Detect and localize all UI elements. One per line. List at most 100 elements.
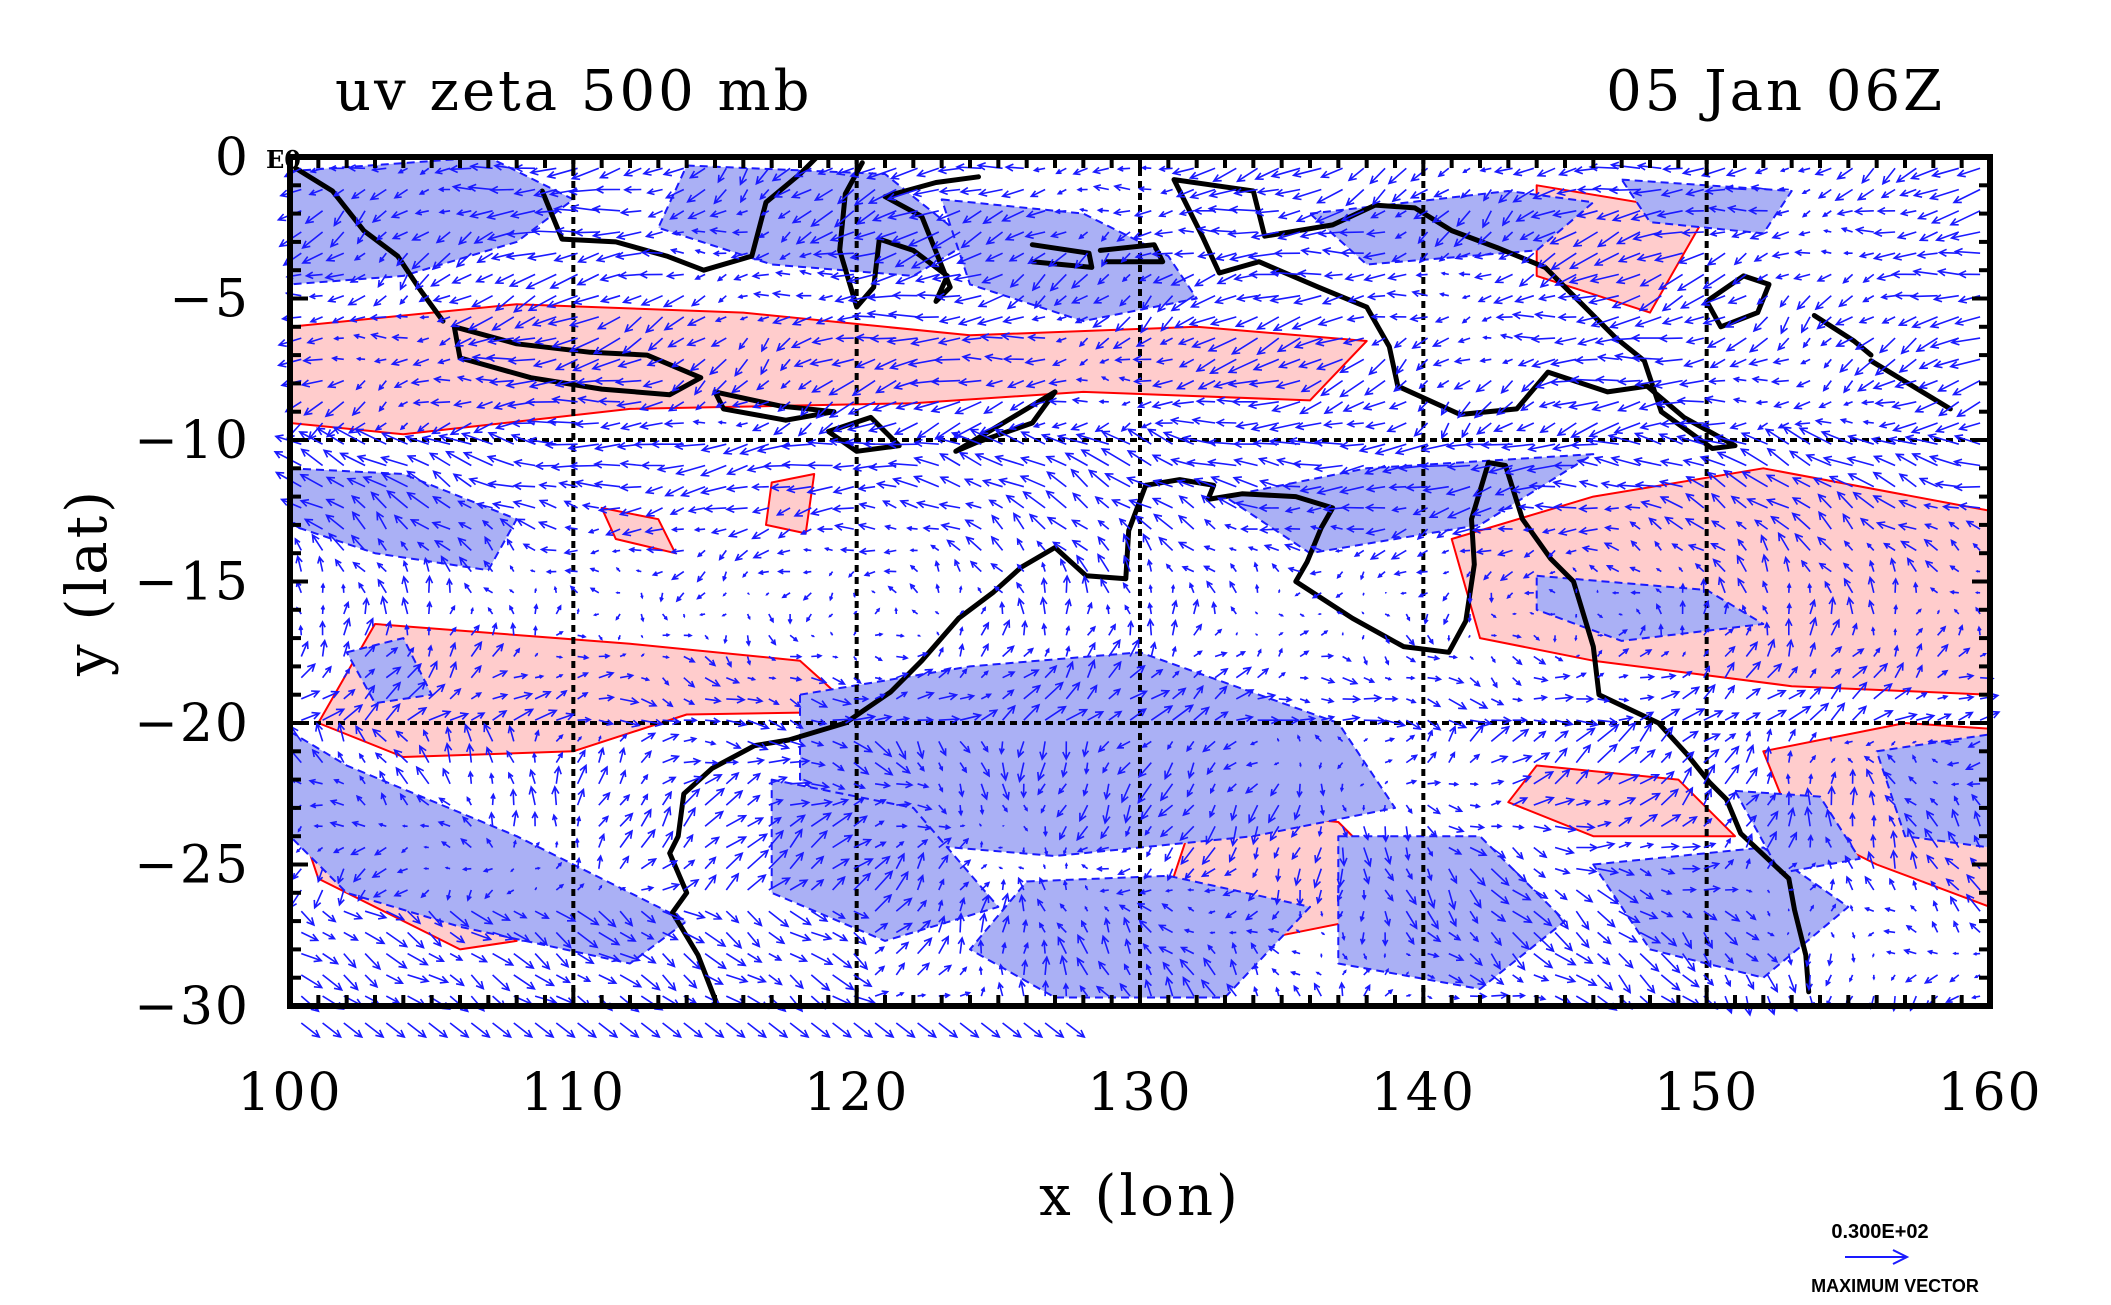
wind-vector — [1530, 210, 1556, 220]
wind-vector — [598, 910, 617, 928]
wind-vector — [1272, 316, 1301, 332]
wind-vector — [347, 422, 366, 434]
wind-vector — [832, 698, 853, 707]
wind-vector — [1411, 289, 1428, 298]
wind-vector — [662, 754, 681, 764]
wind-vector — [454, 337, 472, 347]
wind-vector — [1108, 638, 1121, 657]
wind-vector — [1624, 503, 1641, 511]
wind-vector — [1771, 251, 1789, 259]
wind-vector — [916, 422, 940, 439]
wind-vector — [830, 631, 834, 636]
wind-vector — [714, 316, 727, 323]
wind-vector — [1605, 564, 1620, 573]
wind-vector — [958, 805, 964, 817]
wind-vector — [956, 252, 982, 265]
wind-vector — [991, 514, 1004, 530]
wind-vector — [1473, 251, 1492, 260]
wind-vector — [1417, 231, 1429, 245]
wind-vector — [938, 915, 946, 933]
wind-vector — [364, 974, 379, 989]
wind-vector — [866, 293, 897, 302]
wind-vector — [887, 459, 918, 469]
wind-vector — [558, 480, 578, 489]
wind-vector — [452, 473, 472, 488]
wind-vector — [1469, 753, 1481, 764]
wind-vector — [1231, 397, 1258, 407]
wind-vector — [768, 634, 777, 646]
wind-vector — [1002, 354, 1024, 364]
wind-vector — [1748, 358, 1768, 367]
wind-vector — [1065, 708, 1089, 721]
wind-vector — [1255, 633, 1259, 636]
wind-vector — [929, 252, 961, 268]
wind-vector — [1703, 885, 1722, 893]
wind-vector — [1596, 649, 1603, 657]
wind-vector — [768, 1022, 789, 1039]
wind-vector — [442, 767, 451, 785]
wind-vector — [1445, 485, 1471, 496]
wind-vector — [798, 269, 812, 276]
wind-vector — [1740, 432, 1768, 445]
wind-vector — [1659, 458, 1683, 467]
wind-vector — [1150, 689, 1171, 700]
wind-vector — [1634, 379, 1662, 388]
wind-vector — [1618, 841, 1632, 849]
wind-vector — [1794, 249, 1811, 257]
wind-vector — [704, 931, 727, 947]
wind-vector — [1195, 358, 1216, 372]
wind-vector — [428, 952, 445, 963]
wind-vector — [1368, 358, 1386, 376]
wind-vector — [1146, 558, 1153, 572]
wind-vector — [1809, 862, 1817, 870]
wind-vector — [1384, 634, 1390, 645]
wind-vector — [709, 210, 727, 218]
wind-vector — [412, 398, 429, 407]
wind-vector — [1105, 604, 1111, 615]
wind-vector — [1827, 785, 1836, 806]
wind-vector — [662, 953, 676, 968]
wind-vector — [1339, 441, 1364, 450]
wind-vector — [813, 188, 834, 201]
wind-vector — [385, 931, 409, 948]
wind-vector — [980, 670, 989, 679]
wind-vector — [1060, 762, 1068, 779]
wind-vector — [1533, 824, 1552, 833]
wind-vector — [421, 435, 451, 445]
wind-vector — [1254, 611, 1259, 615]
wind-vector — [573, 228, 599, 237]
wind-vector — [1613, 422, 1641, 435]
wind-vector — [348, 315, 366, 323]
wind-vector — [1420, 443, 1449, 453]
wind-vector — [1447, 635, 1451, 642]
y-tick-label: −30 — [134, 977, 250, 1037]
wind-vector — [444, 866, 451, 870]
wind-vector — [1033, 295, 1046, 309]
wind-vector — [1413, 422, 1429, 437]
wind-vector — [725, 952, 747, 967]
wind-vector — [730, 252, 748, 260]
wind-vector — [768, 974, 783, 986]
x-tick-label: 110 — [521, 1063, 626, 1123]
wind-vector — [1770, 515, 1790, 530]
wind-vector — [1977, 625, 1982, 636]
wind-vector — [513, 708, 535, 721]
wind-vector — [664, 188, 685, 199]
wind-vector — [1557, 292, 1577, 301]
wind-vector — [1441, 549, 1450, 554]
wind-vector — [661, 805, 672, 827]
wind-vector — [1415, 569, 1428, 575]
wind-vector — [1898, 499, 1917, 509]
wind-vector — [1384, 868, 1395, 882]
wind-vector — [661, 613, 668, 621]
wind-vector — [1954, 316, 1981, 326]
wind-vector — [1912, 268, 1938, 277]
wind-vector — [513, 672, 529, 680]
wind-vector — [1915, 627, 1924, 636]
wind-vector — [438, 209, 451, 215]
wind-vector — [1121, 401, 1131, 406]
wind-vector — [1374, 443, 1407, 456]
wind-vector — [1745, 712, 1761, 721]
wind-vector — [700, 443, 727, 453]
wind-vector — [1340, 503, 1364, 512]
